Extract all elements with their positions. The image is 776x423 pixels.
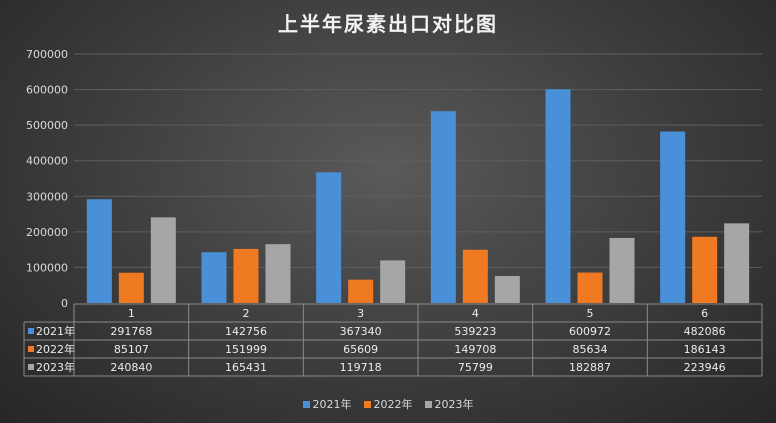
bar-2023年-1 <box>150 217 176 303</box>
bar-2023年-6 <box>724 223 750 303</box>
data-label: 539223 <box>454 325 496 338</box>
data-label: 151999 <box>225 343 267 356</box>
data-label: 85107 <box>114 343 149 356</box>
bar-2022年-3 <box>348 279 374 303</box>
series-label: 2022年 <box>36 342 75 356</box>
data-label: 142756 <box>225 325 267 338</box>
data-label: 367340 <box>340 325 382 338</box>
legend-item-2023: 2023年 <box>424 396 474 412</box>
table-swatch <box>28 346 34 352</box>
series-label: 2021年 <box>36 324 75 338</box>
y-tick-label: 300000 <box>26 190 68 203</box>
table-swatch <box>28 364 34 370</box>
legend-item-2021: 2021年 <box>302 396 352 412</box>
legend-label-2023: 2023年 <box>434 398 474 411</box>
y-tick-label: 600000 <box>26 84 68 97</box>
legend-swatch-2022 <box>363 400 371 408</box>
y-tick-label: 500000 <box>26 119 68 132</box>
y-tick-label: 400000 <box>26 155 68 168</box>
data-label: 600972 <box>569 325 611 338</box>
legend-label-2021: 2021年 <box>312 398 352 411</box>
legend-item-2022: 2022年 <box>363 396 413 412</box>
data-label: 165431 <box>225 361 267 374</box>
bar-2023年-4 <box>494 276 520 303</box>
bar-2023年-3 <box>380 260 406 303</box>
y-tick-label: 100000 <box>26 261 68 274</box>
legend-label-2022: 2022年 <box>373 398 413 411</box>
bar-2022年-6 <box>692 236 718 303</box>
data-label: 119718 <box>340 361 382 374</box>
category-label: 6 <box>701 307 708 320</box>
bar-2022年-5 <box>577 272 603 303</box>
bar-2021年-6 <box>660 131 686 303</box>
data-label: 85634 <box>573 343 608 356</box>
bar-2022年-2 <box>233 248 259 303</box>
bar-2021年-2 <box>201 252 227 303</box>
bar-2021年-3 <box>316 172 342 303</box>
category-label: 3 <box>357 307 364 320</box>
data-label: 291768 <box>110 325 152 338</box>
bar-2021年-1 <box>86 199 112 303</box>
legend-swatch-2021 <box>302 400 310 408</box>
data-label: 75799 <box>458 361 493 374</box>
category-label: 1 <box>128 307 135 320</box>
category-label: 2 <box>243 307 250 320</box>
data-label: 182887 <box>569 361 611 374</box>
data-label: 65609 <box>343 343 378 356</box>
bar-2023年-2 <box>265 244 291 303</box>
bar-2022年-1 <box>118 272 144 303</box>
y-tick-label: 0 <box>61 297 68 310</box>
chart-title: 上半年尿素出口对比图 <box>278 12 498 36</box>
data-label: 482086 <box>684 325 726 338</box>
legend-swatch-2023 <box>424 400 432 408</box>
data-label: 149708 <box>454 343 496 356</box>
category-label: 4 <box>472 307 479 320</box>
data-label: 240840 <box>110 361 152 374</box>
data-label: 186143 <box>684 343 726 356</box>
y-tick-label: 700000 <box>26 48 68 61</box>
bar-2022年-4 <box>462 249 488 303</box>
data-label: 223946 <box>684 361 726 374</box>
category-label: 5 <box>587 307 594 320</box>
y-tick-label: 200000 <box>26 226 68 239</box>
bar-2023年-5 <box>609 237 635 303</box>
chart-legend: 2021年 2022年 2023年 <box>0 396 776 412</box>
series-label: 2023年 <box>36 360 75 374</box>
bar-2021年-5 <box>545 89 571 303</box>
bar-2021年-4 <box>430 111 456 303</box>
table-swatch <box>28 328 34 334</box>
